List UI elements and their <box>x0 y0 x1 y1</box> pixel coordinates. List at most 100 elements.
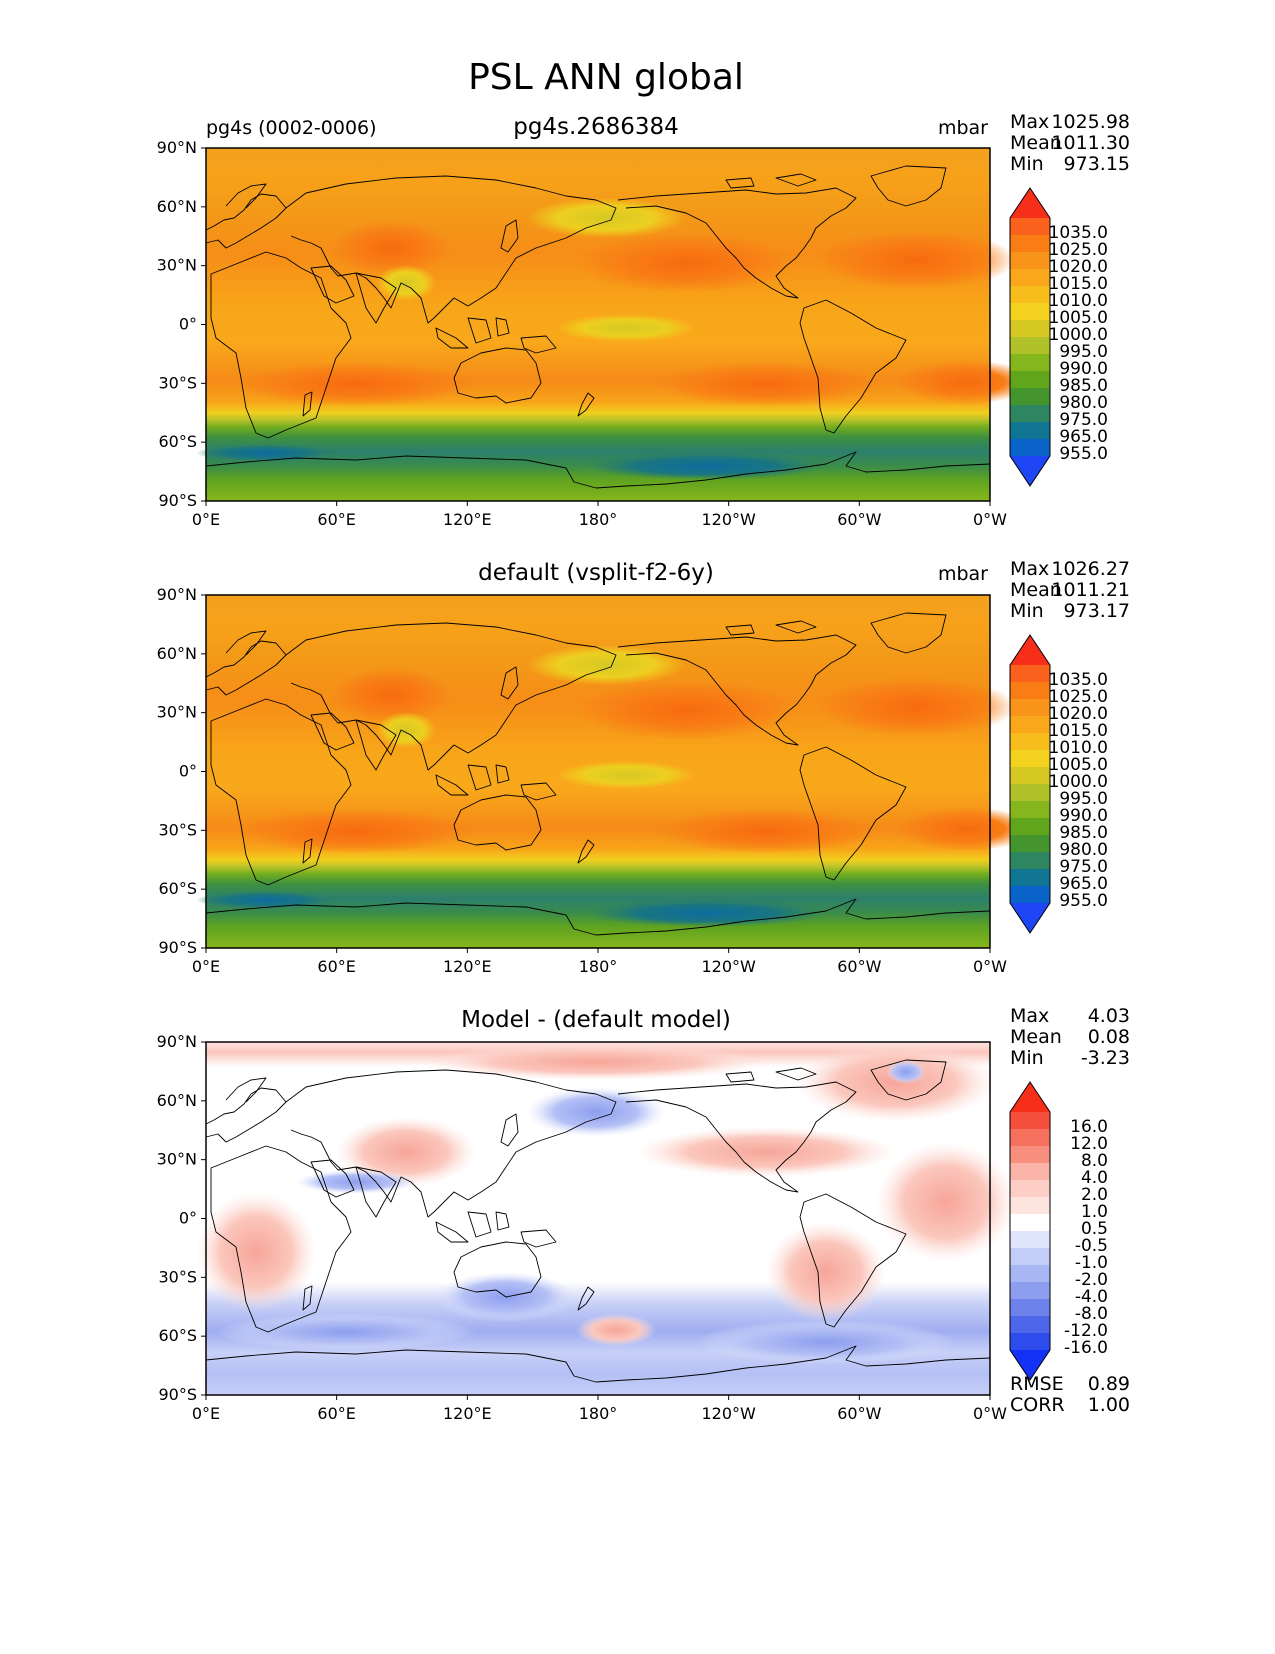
colorbar-extend-min <box>1010 456 1050 486</box>
colorbar-level-label: 1000.0 <box>1049 325 1108 345</box>
colorbar-level-label: 1015.0 <box>1049 721 1108 741</box>
panel-2-lon-axis: 0°E 60°E 120°E 180° 120°W 60°W 0°W <box>192 948 1007 976</box>
lon-tick-label: 180° <box>579 510 618 529</box>
colorbar-swatch <box>1010 1146 1050 1164</box>
colorbar-level-label: 4.0 <box>1081 1168 1108 1188</box>
colorbar-swatch <box>1010 767 1050 785</box>
panel-3-title: Model - (default model) <box>461 1007 731 1033</box>
lat-tick-label: 60°N <box>157 1091 197 1110</box>
panel-3-extra-stats: RMSE 0.89 CORR 1.00 <box>1010 1373 1130 1416</box>
panel-2-stat-max-value: 1026.27 <box>1051 558 1130 580</box>
panel-2-units: mbar <box>938 563 988 585</box>
panel-1-map <box>196 147 1036 502</box>
panel-2-title: default (vsplit-f2-6y) <box>478 560 714 586</box>
lon-tick-label: 180° <box>579 957 618 976</box>
colorbar-level-label: 995.0 <box>1059 789 1108 809</box>
panel-1-stats: Max 1025.98 Mean 1011.30 Min 973.15 <box>1010 111 1130 175</box>
colorbar-swatch <box>1010 818 1050 836</box>
lat-tick-label: 90°S <box>158 1385 197 1404</box>
colorbar-level-label: -1.0 <box>1075 1253 1108 1273</box>
panel-3-stat-min-value: -3.23 <box>1081 1047 1130 1069</box>
colorbar-level-label: 975.0 <box>1059 857 1108 877</box>
colorbar-extend-max <box>1010 1082 1050 1112</box>
panel-2-stat-max-label: Max <box>1010 558 1049 580</box>
panel-2-colorbar: 1035.01025.01020.01015.01010.01005.01000… <box>1009 634 1108 934</box>
panel-3-lon-axis: 0°E 60°E 120°E 180° 120°W 60°W 0°W <box>192 1395 1007 1423</box>
colorbar-swatch <box>1010 852 1050 870</box>
colorbar-swatch <box>1010 439 1050 457</box>
colorbar-outline <box>1009 634 1051 934</box>
panel-2-stat-min-label: Min <box>1010 600 1044 622</box>
colorbar-level-label: 8.0 <box>1081 1151 1108 1171</box>
lat-tick-label: 90°N <box>157 585 197 604</box>
lat-tick-label: 90°S <box>158 491 197 510</box>
colorbar-swatch <box>1010 699 1050 717</box>
colorbar-level-label: 1000.0 <box>1049 772 1108 792</box>
colorbar-level-label: 975.0 <box>1059 410 1108 430</box>
colorbar-swatch <box>1010 682 1050 700</box>
panel-3-map <box>196 1041 1016 1396</box>
panel-3-rmse-value: 0.89 <box>1088 1373 1130 1395</box>
colorbar-swatch <box>1010 320 1050 338</box>
colorbar-swatch <box>1010 750 1050 768</box>
lon-tick-label: 60°W <box>837 510 881 529</box>
colorbar-level-label: 965.0 <box>1059 427 1108 447</box>
panel-3-stat-min-label: Min <box>1010 1047 1044 1069</box>
colorbar-extend-max <box>1010 188 1050 218</box>
colorbar-swatch <box>1010 286 1050 304</box>
lon-tick-label: 0°W <box>973 510 1007 529</box>
colorbar-swatch <box>1010 218 1050 236</box>
lon-tick-label: 60°W <box>837 957 881 976</box>
colorbar-swatch <box>1010 801 1050 819</box>
panel-3-stats: Max 4.03 Mean 0.08 Min -3.23 <box>1010 1005 1130 1069</box>
lon-tick-label: 180° <box>579 1404 618 1423</box>
colorbar-swatch <box>1010 1282 1050 1300</box>
colorbar-swatch <box>1010 1299 1050 1317</box>
panel-3-stat-max-label: Max <box>1010 1005 1049 1027</box>
colorbar-level-label: 990.0 <box>1059 806 1108 826</box>
colorbar-level-label: 990.0 <box>1059 359 1108 379</box>
panel-1: pg4s (0002-0006) pg4s.2686384 mbar 90°N 6… <box>157 111 1130 529</box>
panel-1-title: pg4s.2686384 <box>513 114 679 140</box>
colorbar-swatch <box>1010 1265 1050 1283</box>
colorbar-swatch <box>1010 665 1050 683</box>
panel-2-stats: Max 1026.27 Mean 1011.21 Min 973.17 <box>1010 558 1130 622</box>
colorbar-swatch <box>1010 1129 1050 1147</box>
panel-1-units: mbar <box>938 117 988 139</box>
colorbar-swatch <box>1010 835 1050 853</box>
colorbar-level-label: 1005.0 <box>1049 755 1108 775</box>
panel-3-stat-mean-value: 0.08 <box>1088 1026 1130 1048</box>
colorbar-outline <box>1009 1081 1051 1381</box>
panel-3-colorbar: 16.012.08.04.02.01.00.5-0.5-1.0-2.0-4.0-… <box>1009 1081 1108 1381</box>
lat-tick-label: 60°S <box>158 879 197 898</box>
lat-tick-label: 60°S <box>158 1326 197 1345</box>
colorbar-level-label: -0.5 <box>1075 1236 1108 1256</box>
lon-tick-label: 0°E <box>192 957 220 976</box>
colorbar-level-label: 965.0 <box>1059 874 1108 894</box>
colorbar-level-label: 985.0 <box>1059 823 1108 843</box>
panel-1-lon-axis: 0°E 60°E 120°E 180° 120°W 60°W 0°W <box>192 501 1007 529</box>
lon-tick-label: 60°E <box>317 957 355 976</box>
lon-tick-label: 120°E <box>443 510 492 529</box>
panel-3-lat-axis: 90°N 60°N 30°N 0° 30°S 60°S 90°S <box>157 1032 206 1404</box>
lat-tick-label: 60°N <box>157 644 197 663</box>
colorbar-swatch <box>1010 303 1050 321</box>
colorbar-level-label: 955.0 <box>1059 891 1108 911</box>
colorbar-swatch <box>1010 1231 1050 1249</box>
colorbar-level-label: 1.0 <box>1081 1202 1108 1222</box>
colorbar-level-label: -12.0 <box>1064 1321 1108 1341</box>
colorbar-swatch <box>1010 886 1050 904</box>
colorbar-swatch <box>1010 422 1050 440</box>
panel-1-left-label: pg4s (0002-0006) <box>206 117 377 139</box>
colorbar-swatch <box>1010 371 1050 389</box>
lat-tick-label: 90°N <box>157 1032 197 1051</box>
colorbar-level-label: 1020.0 <box>1049 704 1108 724</box>
colorbar-level-label: 1010.0 <box>1049 291 1108 311</box>
colorbar-swatch <box>1010 1163 1050 1181</box>
colorbar-level-label: -16.0 <box>1064 1338 1108 1358</box>
panel-3-corr-label: CORR <box>1010 1394 1065 1416</box>
colorbar-level-label: -8.0 <box>1075 1304 1108 1324</box>
colorbar-level-label: 12.0 <box>1070 1134 1108 1154</box>
lat-tick-label: 90°S <box>158 938 197 957</box>
